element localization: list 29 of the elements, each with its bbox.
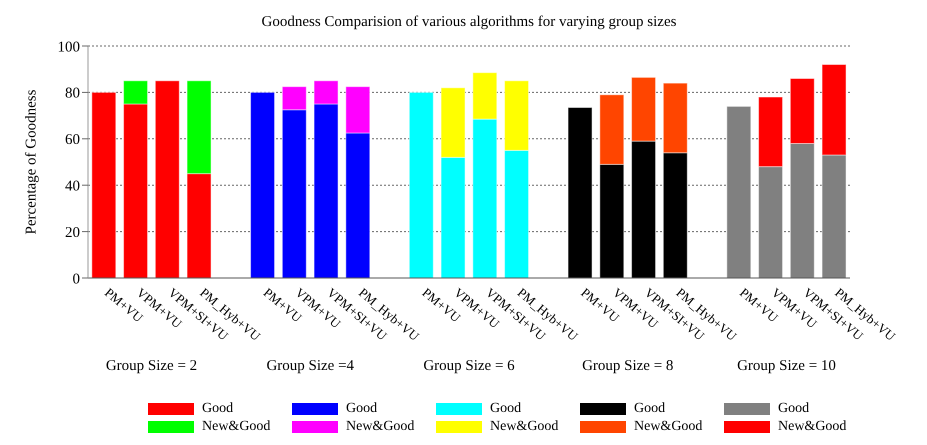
bar: [250, 92, 276, 278]
bar: [726, 106, 752, 278]
chart-title: Goodness Comparision of various algorithms for varying group sizes: [260, 14, 678, 31]
bar: [154, 80, 180, 278]
text: Group Size = 10: [736, 358, 837, 375]
legend-label: Good: [346, 401, 378, 417]
legend-label: Good: [778, 401, 810, 417]
legend-label: New&Good: [490, 419, 558, 435]
bar: [408, 92, 434, 278]
y-tick-label: 0: [72, 271, 80, 288]
bar: [568, 106, 593, 278]
bar: [91, 92, 116, 278]
y-tick-label: 100: [58, 39, 80, 56]
text: Group Size = 2: [104, 358, 198, 375]
legend-label: Good: [202, 401, 234, 417]
text: Group Size =4: [265, 358, 356, 375]
text: Group Size = 6: [422, 358, 516, 375]
y-tick-label: 20: [65, 224, 80, 241]
y-tick-label: 40: [65, 178, 80, 195]
y-tick-label: 80: [65, 86, 80, 102]
legend-label: New&Good: [202, 419, 270, 435]
legend-label: New&Good: [778, 419, 846, 435]
y-tick-label: 60: [65, 132, 80, 148]
legend-label: Good: [490, 401, 522, 417]
text: Group Size = 8: [581, 358, 674, 375]
legend-label: Good: [634, 401, 666, 417]
legend-label: New&Good: [346, 419, 414, 435]
legend-label: New&Good: [634, 419, 702, 435]
y-axis-title: Percentage of Goodness: [23, 89, 40, 234]
